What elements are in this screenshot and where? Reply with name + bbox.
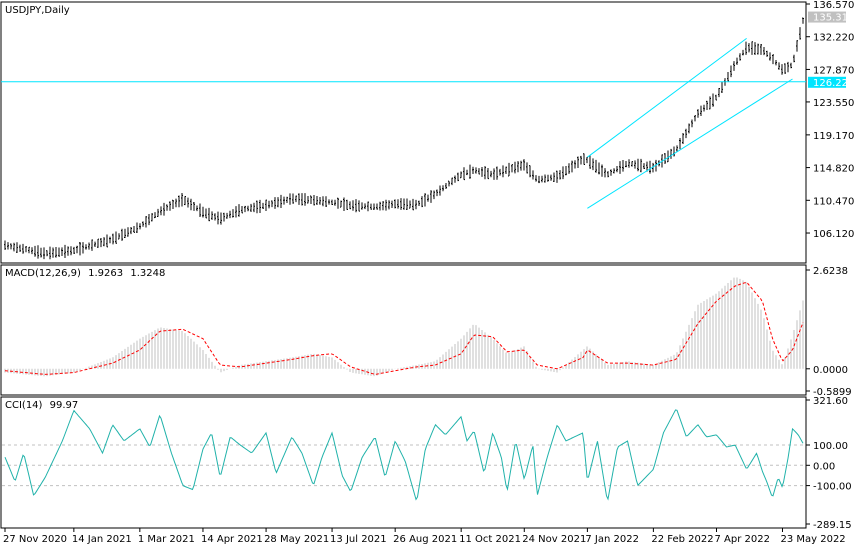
last-price-label: 135.312 bbox=[813, 13, 854, 24]
macd-value: 1.9263 bbox=[88, 268, 123, 279]
x-axis-tick-label: 14 Jan 2021 bbox=[72, 534, 132, 545]
cci-y-tick-label: 100.00 bbox=[813, 441, 848, 452]
x-axis-tick-label: 24 Nov 2021 bbox=[522, 534, 586, 545]
macd-signal-line bbox=[4, 282, 804, 375]
price-y-tick-label: 127.870 bbox=[813, 65, 854, 76]
x-axis-tick-label: 11 Oct 2021 bbox=[459, 534, 521, 545]
macd-title: MACD(12,26,9) bbox=[5, 268, 81, 279]
x-axis-tick-label: 7 Jan 2022 bbox=[585, 534, 639, 545]
price-y-tick-label: 123.550 bbox=[813, 98, 854, 109]
price-panel[interactable]: 136.570 132.220 127.870 123.550 119.170 114.8… bbox=[0, 0, 854, 264]
price-y-tick-label: 119.170 bbox=[813, 131, 854, 142]
x-axis-tick-label: 26 Aug 2021 bbox=[393, 534, 457, 545]
x-axis-tick-label: 22 Feb 2022 bbox=[651, 534, 713, 545]
macd-panel-frame bbox=[0, 264, 807, 396]
x-axis-tick-label: 28 May 2021 bbox=[264, 534, 329, 545]
x-axis-tick-label: 27 Nov 2020 bbox=[3, 534, 67, 545]
macd-y-tick-label: -0.5899 bbox=[813, 387, 852, 398]
price-y-axis: 136.570 132.220 127.870 123.550 119.170 114.8… bbox=[806, 0, 854, 240]
x-axis-tick-label: 7 Apr 2022 bbox=[714, 534, 769, 545]
cci-value: 99.97 bbox=[50, 400, 79, 411]
price-panel-frame bbox=[0, 1, 807, 264]
macd-y-axis: 2.6238 0.0000 -0.5899 bbox=[806, 266, 852, 398]
cci-y-axis: 321.60 100.00 0.00 -100.00 -289.15 bbox=[806, 396, 852, 531]
macd-y-tick-label: 2.6238 bbox=[813, 266, 848, 277]
macd-y-tick-label: 0.0000 bbox=[813, 365, 848, 376]
price-y-tick-label: 136.570 bbox=[813, 0, 854, 11]
cci-y-tick-label: 0.00 bbox=[813, 461, 835, 472]
x-axis-tick-label: 14 Apr 2021 bbox=[201, 534, 263, 545]
price-y-tick-label: 106.120 bbox=[813, 229, 854, 240]
hline-price-label: 126.227 bbox=[813, 78, 854, 89]
cci-y-tick-label: -100.00 bbox=[813, 482, 852, 493]
x-axis-tick-label: 13 Jul 2021 bbox=[330, 534, 387, 545]
macd-panel[interactable]: 2.6238 0.0000 -0.5899 MACD(12,26,9) 1.9263… bbox=[0, 264, 852, 398]
cci-title: CCI(14) bbox=[5, 400, 43, 411]
price-panel-title: USDJPY,Daily bbox=[5, 5, 70, 16]
hline-price-label-bg bbox=[808, 76, 846, 88]
price-bars bbox=[4, 17, 804, 260]
x-axis: 27 Nov 2020 14 Jan 2021 1 Mar 2021 14 Apr 2… bbox=[1, 527, 846, 545]
cci-panel-title: CCI(14) 99.97 bbox=[5, 400, 78, 411]
price-y-tick-label: 110.470 bbox=[813, 196, 854, 207]
price-y-tick-label: 114.820 bbox=[813, 164, 854, 175]
price-y-tick-label: 132.220 bbox=[813, 33, 854, 44]
cci-y-tick-label: -289.15 bbox=[813, 520, 852, 531]
cci-y-tick-label: 321.60 bbox=[813, 396, 848, 407]
macd-signal-value: 1.3248 bbox=[130, 268, 165, 279]
macd-histogram bbox=[4, 277, 804, 377]
cci-levels bbox=[2, 444, 805, 487]
macd-panel-title: MACD(12,26,9) 1.9263 1.3248 bbox=[5, 268, 165, 279]
x-axis-tick-label: 1 Mar 2021 bbox=[138, 534, 195, 545]
cci-line bbox=[4, 409, 804, 501]
channel-upper-line[interactable] bbox=[587, 37, 747, 158]
last-price-label-bg bbox=[808, 11, 846, 23]
x-axis-tick-label: 23 May 2022 bbox=[780, 534, 845, 545]
channel-lower-line[interactable] bbox=[587, 78, 793, 209]
